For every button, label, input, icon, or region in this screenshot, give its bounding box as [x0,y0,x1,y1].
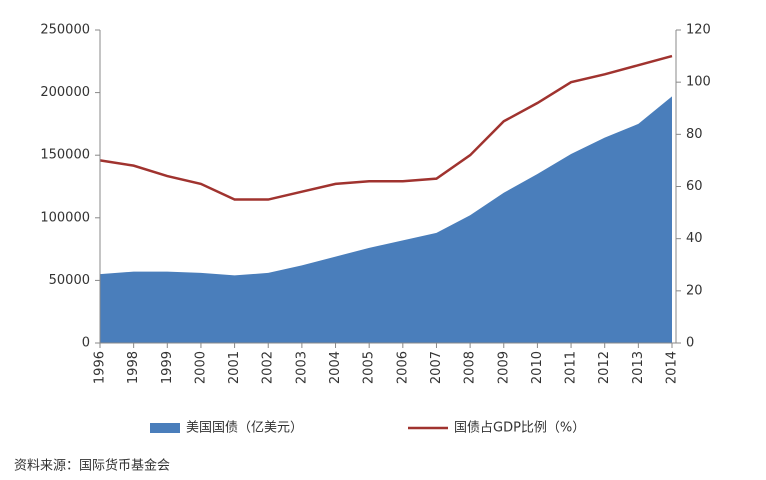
x-tick-label: 2002 [261,351,276,384]
x-tick-label: 2010 [530,351,545,384]
y-tick-label: 150000 [40,148,90,163]
y2-tick-label: 0 [686,336,694,351]
y-tick-label: 200000 [40,85,90,100]
y2-tick-label: 20 [686,283,703,298]
x-tick-label: 2014 [665,351,680,384]
line [99,54,673,201]
y2-tick-label: 120 [686,23,711,38]
y-tick-label: 50000 [49,273,90,288]
x-tick-label: 2009 [496,351,511,384]
y2-tick-label: 100 [686,75,711,90]
x-tick-label: 2004 [328,351,343,384]
y2-tick-label: 60 [686,179,703,194]
x-tick-label: 2001 [227,351,242,384]
x-tick-label: 1996 [93,351,108,384]
x-tick-label: 2007 [429,351,444,384]
legend-swatch [150,423,180,433]
x-tick-label: 2012 [597,351,612,384]
x-tick-label: 2000 [193,351,208,384]
y-tick-label: 250000 [40,23,90,38]
legend-label: 美国国债（亿美元） [186,421,303,436]
x-tick-label: 2011 [564,351,579,384]
legend-label: 国债占GDP比例（%） [454,421,585,436]
y2-tick-label: 40 [686,231,703,246]
source-note: 资料来源：国际货币基金会 [14,458,170,474]
x-tick-label: 1998 [126,351,141,384]
y-tick-label: 100000 [40,210,90,225]
x-tick-label: 2006 [395,351,410,384]
y2-tick-label: 80 [686,127,703,142]
area [100,96,672,343]
x-tick-label: 2008 [463,351,478,384]
x-tick-label: 2013 [631,351,646,384]
x-tick-label: 2003 [294,351,309,384]
x-tick-label: 1999 [160,351,175,384]
y-tick-label: 0 [82,336,90,351]
x-tick-label: 2005 [362,351,377,384]
